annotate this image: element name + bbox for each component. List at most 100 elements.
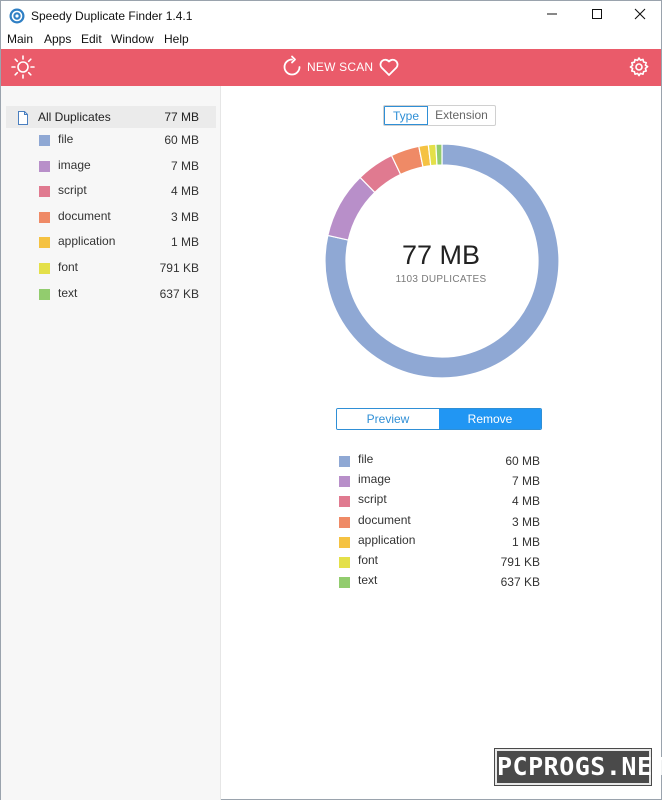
color-swatch [39,161,50,172]
menu-apps[interactable]: Apps [44,32,72,46]
donut-slice-file[interactable] [324,143,560,379]
maximize-button[interactable] [575,1,619,31]
color-swatch [39,135,50,146]
legend-size: 7 MB [511,474,540,488]
color-swatch [339,476,350,487]
theme-button[interactable] [10,54,36,80]
legend-item-application: application 1 MB [331,532,546,552]
minimize-button[interactable] [530,1,574,31]
legend-item-font: font 791 KB [331,552,546,572]
close-button[interactable] [618,1,662,31]
legend-label: script [358,492,387,506]
sun-icon [10,55,36,84]
legend-label: document [358,513,411,527]
legend-item-script: script 4 MB [331,491,546,511]
legend-size: 60 MB [505,454,540,468]
legend-label: image [358,472,391,486]
legend-size: 637 KB [500,575,540,589]
sidebar-item-font[interactable]: font 791 KB [1,259,219,279]
minimize-icon [546,7,558,25]
menu-window[interactable]: Window [111,32,154,46]
legend-item-image: image 7 MB [331,471,546,491]
sidebar-item-size: 7 MB [170,159,199,173]
color-swatch [339,496,350,507]
sidebar-item-label: text [58,286,78,300]
color-swatch [339,517,350,528]
sidebar-item-size: 791 KB [159,261,199,275]
sidebar-item-size: 60 MB [164,133,199,147]
legend-label: font [358,553,379,567]
donut-slice-image[interactable] [327,176,376,241]
sidebar-item-label: image [58,158,91,172]
sidebar-item-all-duplicates[interactable] [6,106,216,128]
color-swatch [39,186,50,197]
menu-main[interactable]: Main [7,32,34,46]
action-toggle: Preview Remove [336,408,542,430]
all-duplicates-label: All Duplicates [38,110,111,124]
preview-button[interactable]: Preview [337,409,439,429]
legend-size: 3 MB [511,515,540,529]
gear-icon [627,57,651,83]
new-scan-button[interactable] [280,55,304,79]
tab-extension[interactable]: Extension [435,108,488,122]
title-bar: Speedy Duplicate Finder 1.4.1 [1,1,661,31]
total-size: 77 MB [401,240,481,270]
tab-type[interactable]: Type [384,106,428,125]
legend-item-document: document 3 MB [331,512,546,532]
color-swatch [39,212,50,223]
close-icon [634,7,646,25]
legend-label: file [358,452,374,466]
color-swatch [339,456,350,467]
all-duplicates-size: 77 MB [164,110,199,124]
legend-size: 1 MB [511,535,540,549]
remove-button[interactable]: Remove [439,409,541,429]
sidebar-item-image[interactable]: image 7 MB [1,157,219,177]
menu-help[interactable]: Help [164,32,189,46]
maximize-icon [591,7,603,25]
sidebar-item-application[interactable]: application 1 MB [1,233,219,253]
menu-edit[interactable]: Edit [81,32,102,46]
legend-size: 4 MB [511,494,540,508]
sidebar-item-text[interactable]: text 637 KB [1,285,219,305]
color-swatch [39,237,50,248]
color-swatch [339,557,350,568]
window-title: Speedy Duplicate Finder 1.4.1 [31,9,193,23]
menu-bar: Main Apps Edit Window Help [1,31,661,49]
sidebar-item-size: 1 MB [170,235,199,249]
sidebar-item-size: 637 KB [159,287,199,301]
refresh-icon [280,55,304,83]
color-swatch [39,263,50,274]
sidebar-item-label: document [58,209,111,223]
color-swatch [39,289,50,300]
legend-size: 791 KB [500,555,540,569]
sidebar-item-label: application [58,234,116,248]
sidebar-item-document[interactable]: document 3 MB [1,208,219,228]
toolbar: NEW SCAN [1,49,661,86]
watermark: PCPROGS.NET [494,748,662,786]
sidebar-item-label: file [58,132,74,146]
view-toggle: Type Extension [383,105,496,126]
document-icon [17,111,29,125]
legend-item-file: file 60 MB [331,451,546,471]
settings-button[interactable] [627,55,651,79]
color-swatch [339,577,350,588]
favorite-button[interactable] [377,55,401,79]
new-scan-label[interactable]: NEW SCAN [307,60,374,74]
sidebar-item-label: font [58,260,79,274]
app-icon [9,8,25,24]
sidebar-item-script[interactable]: script 4 MB [1,182,219,202]
sidebar-item-label: script [58,183,87,197]
duplicates-donut-chart [324,143,560,379]
legend-label: text [358,573,378,587]
heart-icon [377,58,401,83]
legend-label: application [358,533,416,547]
sidebar-item-size: 3 MB [170,210,199,224]
legend-item-text: text 637 KB [331,572,546,592]
sidebar: All Duplicates 77 MB file 60 MB image 7 MB s… [1,86,221,800]
sidebar-item-size: 4 MB [170,184,199,198]
sidebar-item-file[interactable]: file 60 MB [1,131,219,151]
duplicates-count: 1103 DUPLICATES [395,274,487,285]
color-swatch [339,537,350,548]
donut-slice-text[interactable] [435,143,443,166]
